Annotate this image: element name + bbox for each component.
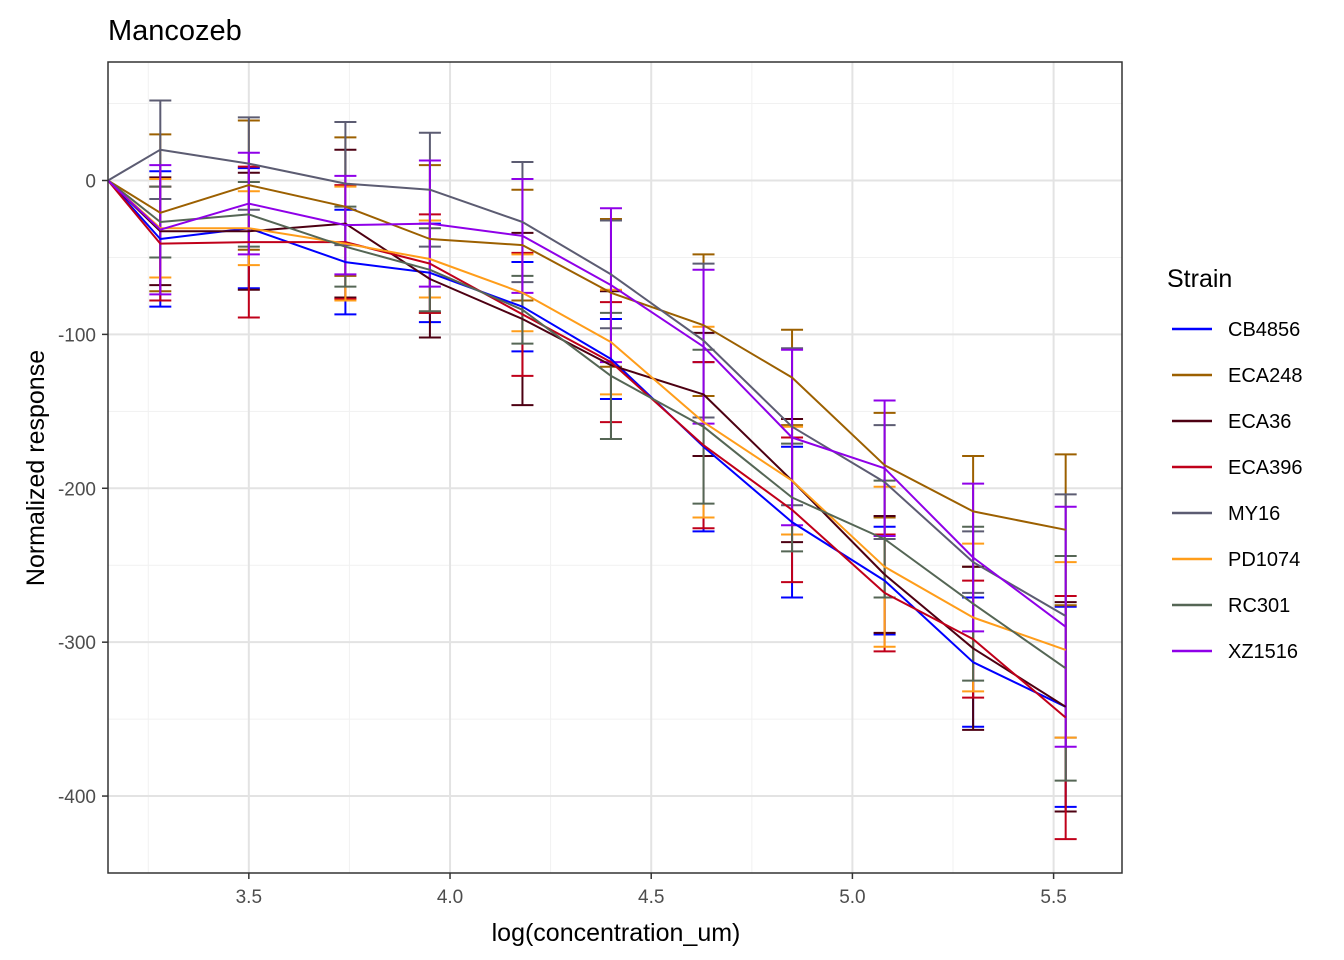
- x-tick-label: 5.5: [1040, 887, 1066, 908]
- series-line-CB4856: [107, 179, 1067, 708]
- series-line-RC301: [107, 179, 1067, 670]
- plot-panel: [107, 61, 1123, 874]
- series-line-ECA396: [107, 179, 1067, 719]
- y-tick-label: -400: [58, 787, 96, 808]
- x-tick-label: 4.0: [437, 887, 463, 908]
- legend-label-ECA36: ECA36: [1228, 411, 1291, 433]
- chart-title: Mancozeb: [108, 15, 242, 47]
- legend: Strain CB4856 ECA248 ECA36 ECA396 MY16 PD1074…: [1167, 265, 1303, 663]
- y-axis-title: Normalized response: [22, 350, 50, 586]
- series-line-PD1074: [107, 179, 1067, 651]
- series-line-MY16: [107, 148, 1067, 617]
- legend-label-CB4856: CB4856: [1228, 319, 1300, 341]
- y-tick-label: -300: [58, 633, 96, 654]
- series-line-ECA248: [107, 179, 1066, 531]
- x-tick-label: 5.0: [839, 887, 865, 908]
- x-tick-label: 4.5: [638, 887, 664, 908]
- x-tick-label: 3.5: [236, 887, 262, 908]
- legend-label-PD1074: PD1074: [1228, 549, 1300, 571]
- x-axis-title: log(concentration_um): [492, 919, 741, 947]
- legend-label-MY16: MY16: [1228, 503, 1280, 525]
- legend-title: Strain: [1167, 265, 1232, 293]
- y-tick-label: -100: [58, 325, 96, 346]
- legend-label-RC301: RC301: [1228, 595, 1290, 617]
- y-tick-label: -200: [58, 479, 96, 500]
- legend-label-ECA248: ECA248: [1228, 365, 1303, 387]
- y-tick-label: 0: [85, 171, 96, 192]
- legend-label-ECA396: ECA396: [1228, 457, 1303, 479]
- panel-border: [107, 61, 1123, 874]
- legend-label-XZ1516: XZ1516: [1228, 641, 1298, 663]
- series-line-XZ1516: [107, 179, 1067, 628]
- panel-background: [108, 62, 1122, 873]
